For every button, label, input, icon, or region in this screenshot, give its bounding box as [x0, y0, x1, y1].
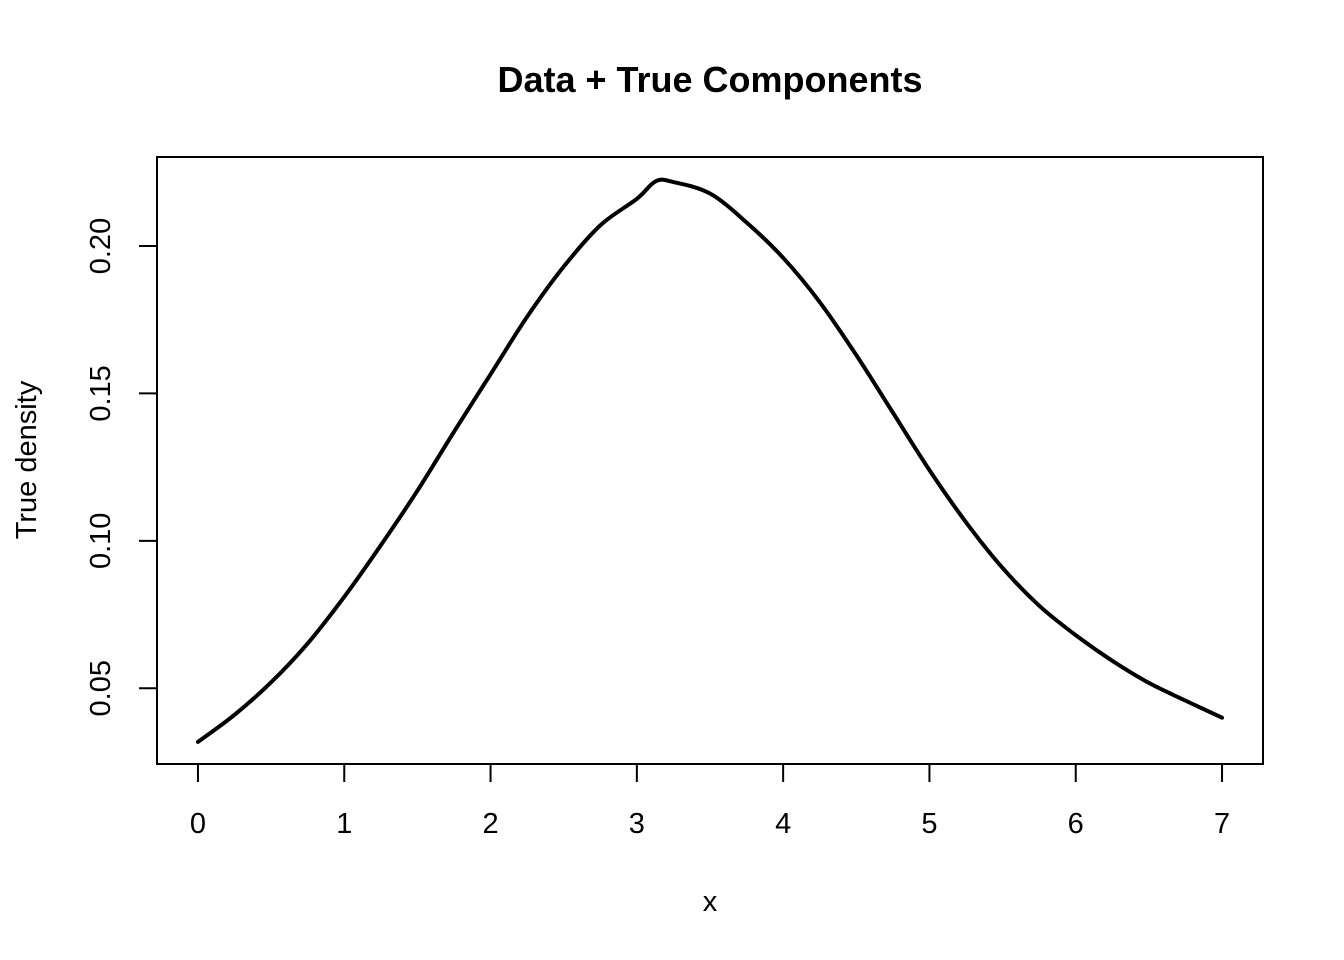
x-tick-label: 2: [482, 808, 498, 840]
x-tick-label: 6: [1068, 808, 1084, 840]
y-axis-label: True density: [11, 380, 43, 539]
y-tick-label: 0.15: [85, 365, 117, 421]
x-axis: 0 1 2 3 4 5 6 7: [190, 763, 1230, 840]
chart-title: Data + True Components: [497, 59, 922, 100]
x-tick-label: 3: [629, 808, 645, 840]
x-tick-label: 4: [775, 808, 791, 840]
density-curve: [195, 177, 1225, 744]
plot-frame: [156, 156, 1264, 765]
x-axis-label: x: [703, 886, 718, 918]
y-tick-label: 0.20: [85, 218, 117, 274]
y-tick-label: 0.10: [85, 513, 117, 569]
x-tick-label: 1: [336, 808, 352, 840]
y-tick-label: 0.05: [85, 660, 117, 716]
series-layer: [195, 177, 1225, 744]
y-axis: 0.05 0.10 0.15 0.20: [85, 218, 158, 716]
x-tick-label: 0: [190, 808, 206, 840]
x-tick-label: 7: [1214, 808, 1230, 840]
x-tick-label: 5: [921, 808, 937, 840]
